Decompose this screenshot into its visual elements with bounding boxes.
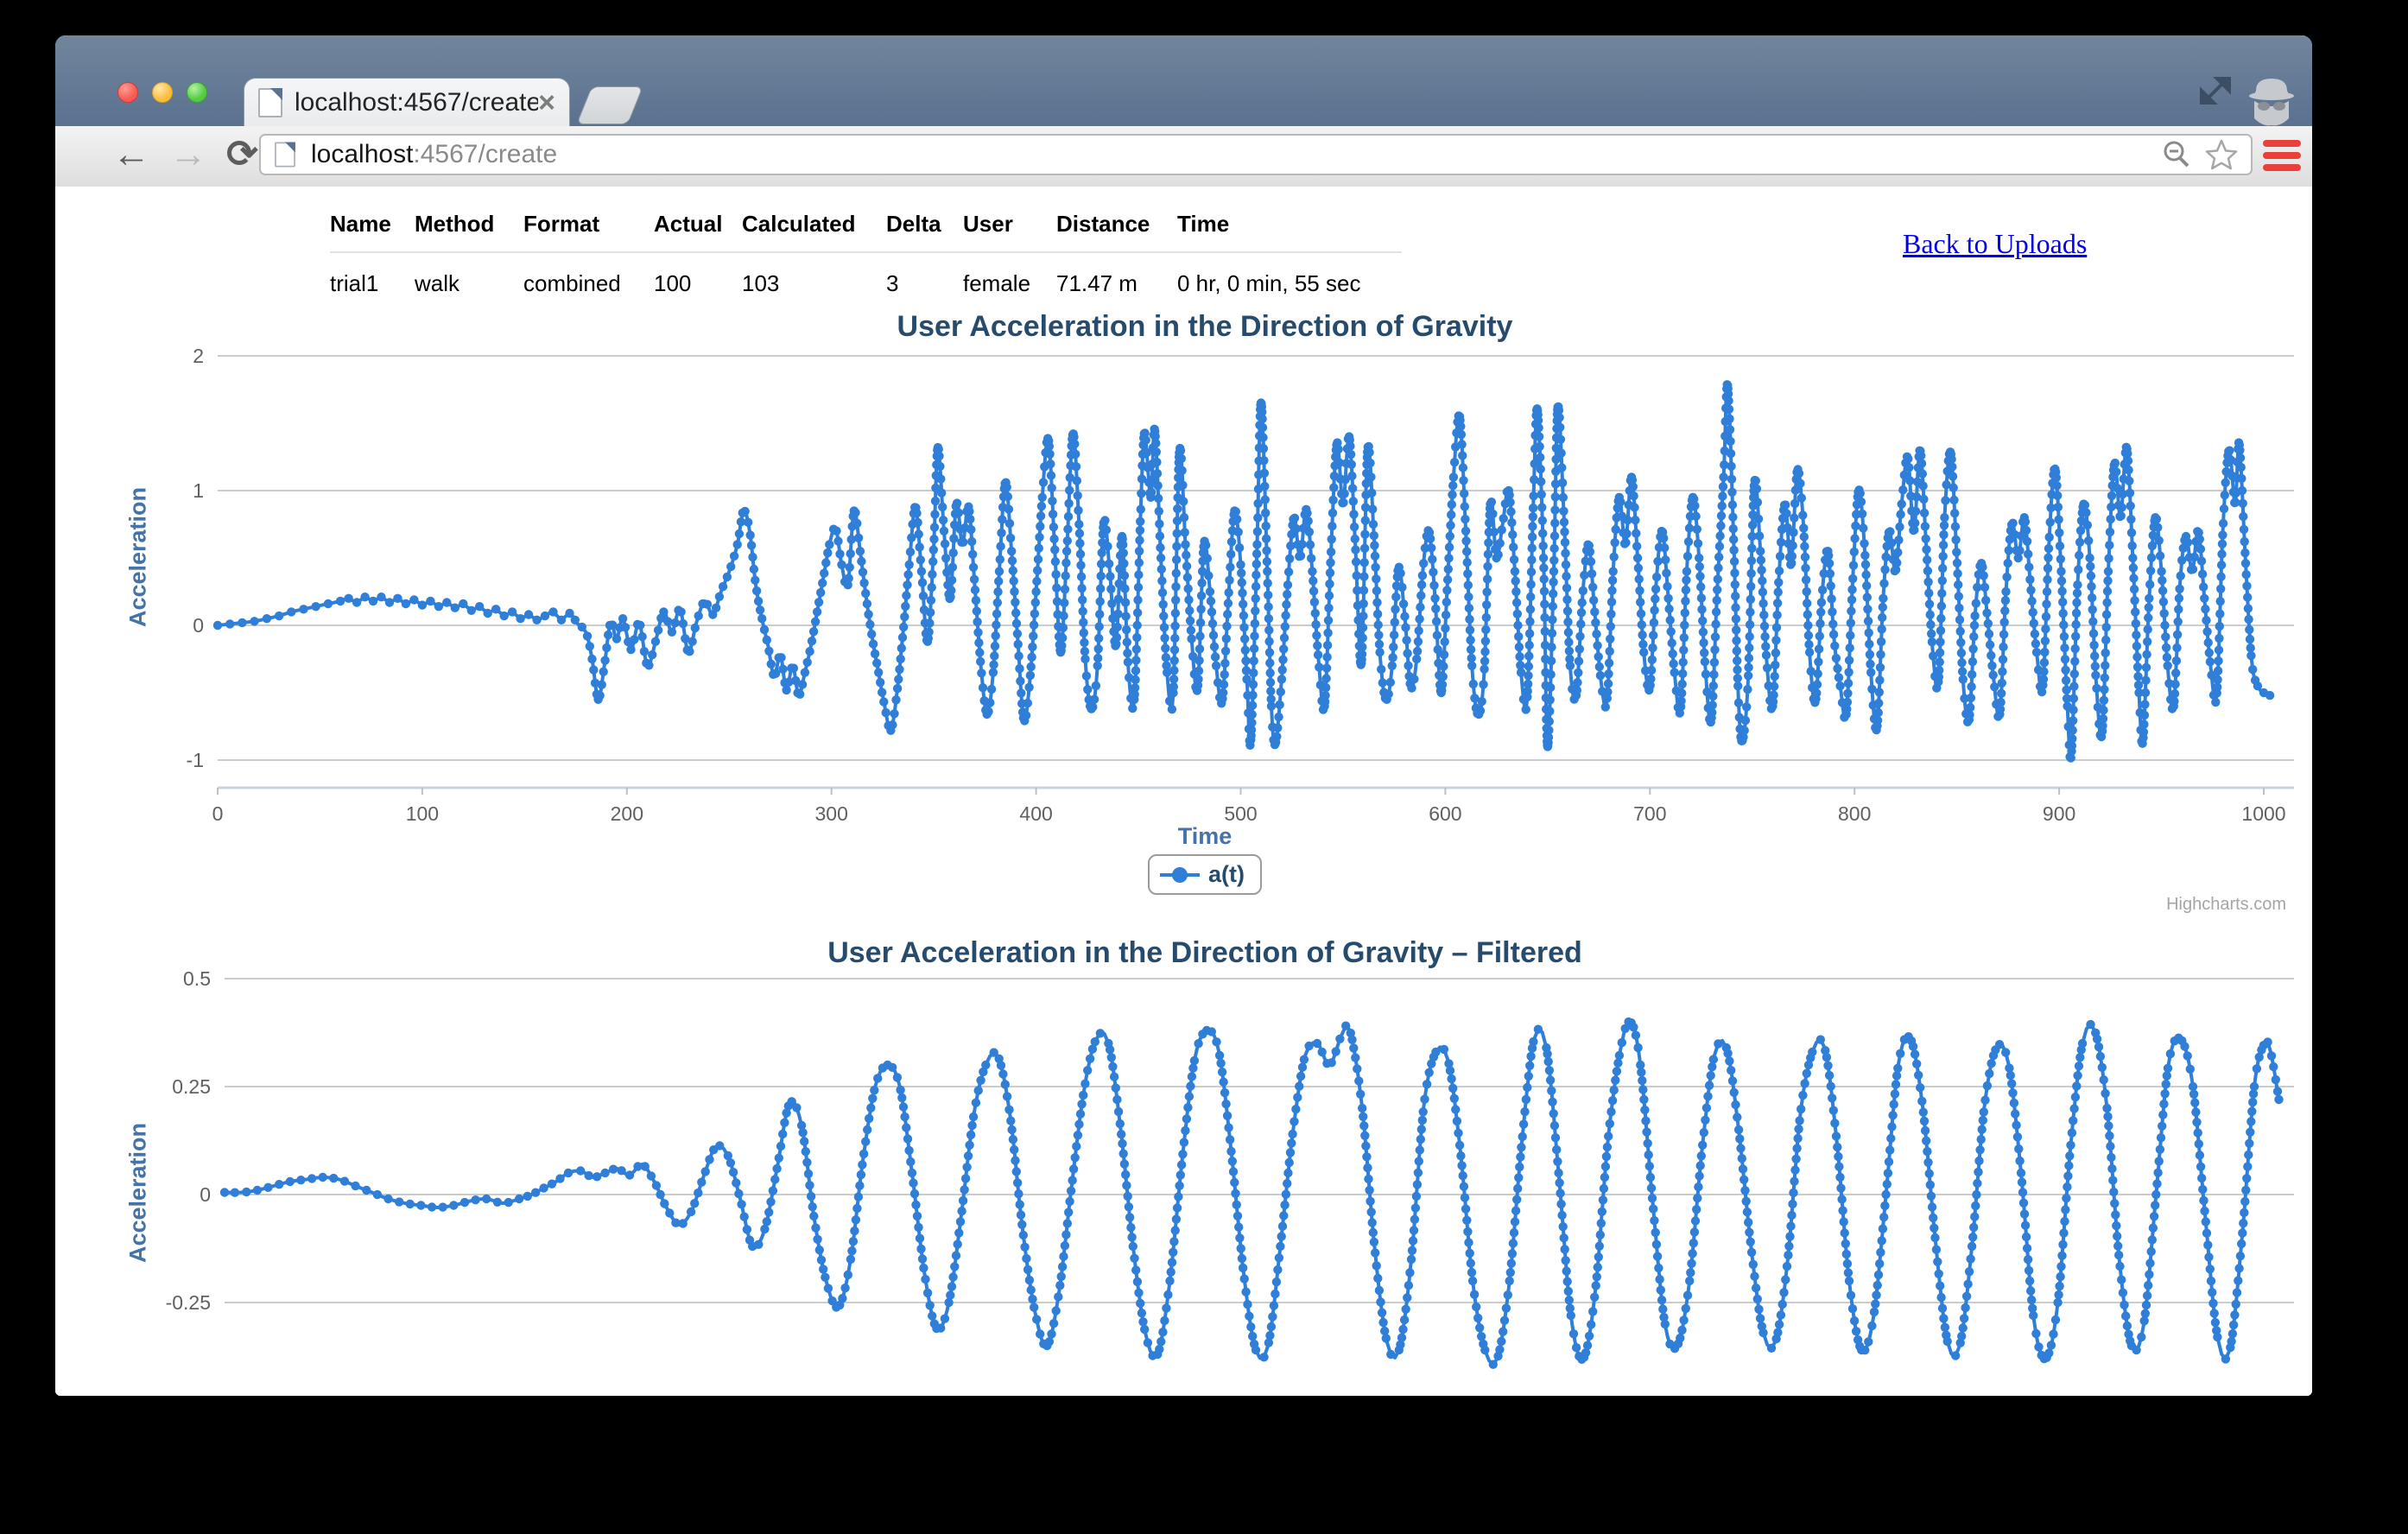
table-row: trial1 walk combined 100 103 3 female 71… bbox=[330, 252, 1402, 297]
cell-name: trial1 bbox=[330, 270, 379, 296]
svg-text:0: 0 bbox=[193, 614, 204, 637]
table-header-row: Name Method Format Actual Calculated Del… bbox=[330, 211, 1402, 253]
svg-text:600: 600 bbox=[1429, 802, 1461, 825]
col-time: Time bbox=[1177, 211, 1402, 253]
chart1-legend[interactable]: a(t) bbox=[1148, 854, 1262, 895]
forward-button[interactable]: → bbox=[169, 133, 207, 175]
svg-text:2: 2 bbox=[193, 345, 204, 367]
cell-format: combined bbox=[523, 270, 621, 296]
cell-delta: 3 bbox=[886, 270, 899, 296]
cell-calculated: 103 bbox=[742, 270, 780, 296]
incognito-spy-icon bbox=[2249, 79, 2294, 126]
cell-distance: 71.47 m bbox=[1056, 270, 1137, 296]
chart1-canvas: 2 1 0 -1 0 100 200 300 400 500 600 700 800 900 1000 bbox=[187, 345, 2294, 825]
svg-text:900: 900 bbox=[2043, 802, 2075, 825]
svg-text:800: 800 bbox=[1838, 802, 1871, 825]
browser-menu-button[interactable] bbox=[2263, 136, 2301, 174]
close-window-button[interactable] bbox=[117, 82, 138, 103]
tab-title: localhost:4567/create bbox=[295, 87, 539, 117]
back-to-uploads-link[interactable]: Back to Uploads bbox=[1903, 228, 2088, 259]
bookmark-star-icon[interactable] bbox=[2204, 138, 2239, 171]
url-path: :4567/create bbox=[413, 140, 558, 168]
zoom-out-icon[interactable] bbox=[2161, 139, 2192, 170]
browser-tab[interactable]: localhost:4567/create × bbox=[244, 78, 570, 126]
url-host: localhost bbox=[311, 140, 414, 168]
page-favicon-icon bbox=[258, 87, 282, 117]
chart2-title: User Acceleration in the Direction of Gr… bbox=[827, 936, 1582, 969]
back-button[interactable]: ← bbox=[112, 133, 150, 175]
col-delta: Delta bbox=[886, 211, 963, 253]
url-text: localhost:4567/create bbox=[311, 140, 2161, 169]
svg-text:100: 100 bbox=[406, 802, 439, 825]
col-method: Method bbox=[415, 211, 523, 253]
chart1-x-axis-title: Time bbox=[1177, 823, 1233, 849]
chart2-canvas: 0.5 0.25 0 -0.25 bbox=[166, 967, 2294, 1369]
col-distance: Distance bbox=[1056, 211, 1177, 253]
fullscreen-expand-icon[interactable] bbox=[2198, 73, 2233, 108]
zoom-window-button[interactable] bbox=[187, 82, 207, 103]
cell-time: 0 hr, 0 min, 55 sec bbox=[1177, 270, 1361, 296]
col-calculated: Calculated bbox=[742, 211, 886, 253]
new-tab-button[interactable] bbox=[576, 86, 643, 124]
col-format: Format bbox=[523, 211, 654, 253]
col-name: Name bbox=[330, 211, 415, 253]
svg-text:1: 1 bbox=[193, 479, 204, 502]
address-bar[interactable]: localhost:4567/create bbox=[259, 134, 2253, 175]
col-user: User bbox=[963, 211, 1056, 253]
cell-actual: 100 bbox=[654, 270, 692, 296]
svg-text:200: 200 bbox=[611, 802, 643, 825]
browser-window: localhost:4567/create × bbox=[55, 35, 2312, 1396]
legend-label: a(t) bbox=[1208, 861, 1245, 887]
trial-summary-table: Name Method Format Actual Calculated Del… bbox=[330, 211, 1402, 297]
close-tab-icon[interactable]: × bbox=[538, 86, 555, 119]
svg-text:1000: 1000 bbox=[2241, 802, 2285, 825]
cell-user: female bbox=[963, 270, 1031, 296]
legend-marker-icon bbox=[1160, 866, 1200, 883]
svg-text:-1: -1 bbox=[187, 749, 204, 771]
page-content: Name Method Format Actual Calculated Del… bbox=[55, 187, 2312, 1396]
browser-titlebar: localhost:4567/create × bbox=[55, 35, 2312, 127]
reload-button[interactable]: ⟳ bbox=[226, 133, 258, 175]
svg-text:500: 500 bbox=[1224, 802, 1257, 825]
minimize-window-button[interactable] bbox=[152, 82, 173, 103]
highcharts-credits[interactable]: Highcharts.com bbox=[2166, 895, 2286, 914]
chart1-title: User Acceleration in the Direction of Gr… bbox=[897, 310, 1513, 343]
svg-text:0.25: 0.25 bbox=[172, 1075, 211, 1098]
svg-text:300: 300 bbox=[815, 802, 848, 825]
cell-method: walk bbox=[415, 270, 460, 296]
svg-text:700: 700 bbox=[1633, 802, 1666, 825]
svg-text:0: 0 bbox=[212, 802, 224, 825]
svg-text:0: 0 bbox=[200, 1183, 211, 1206]
svg-text:-0.25: -0.25 bbox=[166, 1291, 211, 1314]
browser-toolbar: ← → ⟳ localhost:4567/create bbox=[55, 126, 2312, 188]
col-actual: Actual bbox=[654, 211, 742, 253]
page-icon bbox=[275, 142, 295, 168]
svg-text:0.5: 0.5 bbox=[183, 967, 211, 990]
svg-text:400: 400 bbox=[1019, 802, 1052, 825]
